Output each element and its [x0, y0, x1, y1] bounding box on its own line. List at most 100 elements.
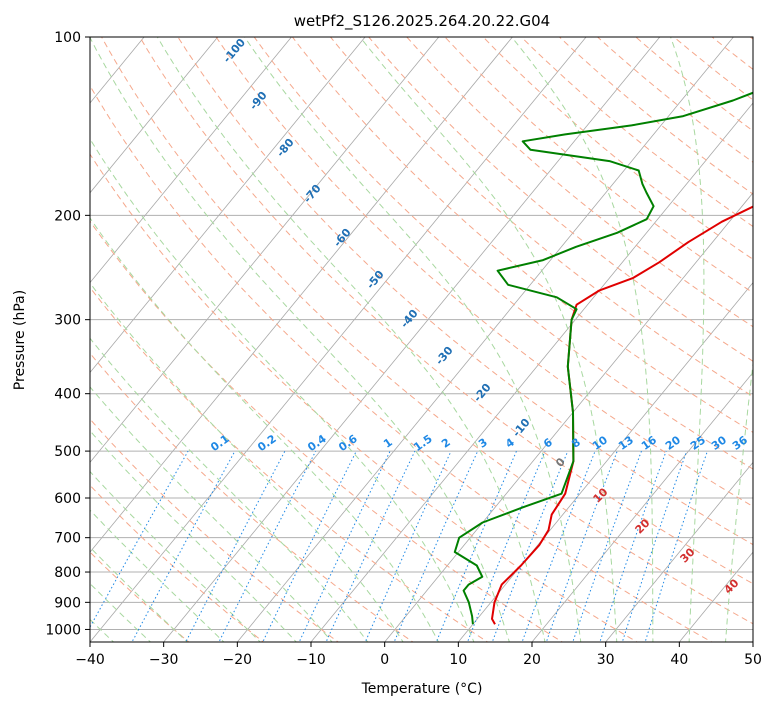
moist-adiabat-line [90, 386, 333, 642]
dry-adiabat-label: -80 [274, 136, 297, 160]
mixing-ratio-line [131, 450, 236, 642]
y-tick-label: 800 [54, 565, 81, 581]
isotherm-line [90, 37, 219, 194]
x-tick-label: −40 [75, 652, 105, 668]
dry-adiabat-line [444, 37, 753, 294]
moist-adiabat-line [90, 470, 261, 642]
moist-adiabat-line [90, 37, 510, 642]
moist-adiabat-line [90, 282, 404, 642]
dry-adiabat-line [253, 37, 753, 470]
isotherm-line [310, 102, 753, 642]
y-tick-label: 700 [54, 531, 81, 547]
mixing-ratio-label: 4 [503, 435, 517, 450]
dry-adiabat-label: -10 [510, 416, 533, 440]
moist-adiabat-line [90, 217, 440, 642]
mixing-ratio-line [262, 450, 357, 642]
mixing-ratio-label: 3 [476, 436, 490, 451]
dry-adiabat-label: -60 [331, 226, 354, 250]
dry-adiabat-line [90, 484, 265, 642]
mixing-ratio-label: 30 [709, 433, 729, 453]
dry-adiabat-line [368, 37, 753, 362]
mixing-ratio-line [644, 450, 708, 642]
isotherm-line [384, 192, 753, 642]
moist-adiabat-label: 0 [553, 455, 568, 470]
mixing-ratio-line [621, 450, 688, 642]
moist-adiabat-label: 30 [678, 545, 698, 565]
plot-frame [89, 36, 754, 643]
x-tick-label: 30 [597, 652, 615, 668]
mixing-ratio-label: 20 [663, 433, 683, 453]
moist-adiabat-line [725, 359, 753, 642]
moist-adiabat-label: 10 [591, 485, 611, 505]
moist-adiabat-line [90, 582, 152, 642]
dry-adiabat-line [558, 37, 753, 195]
moist-adiabat-label: 40 [722, 576, 742, 596]
mixing-ratio-label: 2 [439, 436, 453, 451]
x-tick-label: 40 [670, 652, 688, 668]
mixing-ratio-line [466, 450, 546, 642]
y-tick-label: 900 [54, 595, 81, 611]
chart-title: wetPf2_S126.2025.264.20.22.G04 [294, 12, 550, 31]
mixing-ratio-line [435, 450, 517, 642]
dry-adiabat-line [482, 37, 753, 260]
mixing-ratio-label: 16 [639, 433, 659, 453]
isotherm-line [605, 461, 753, 642]
isotherm-line [236, 37, 734, 642]
mixing-ratio-label: 8 [569, 436, 583, 451]
mixing-ratio-label: 36 [730, 433, 750, 453]
x-tick-label: −10 [296, 652, 326, 668]
dewpoint-profile-line [453, 91, 753, 625]
dry-adiabat-label: -50 [364, 268, 387, 292]
dry-adiabat-line [90, 352, 414, 642]
mixing-ratio-line [572, 450, 642, 642]
moist-adiabat-label: 20 [633, 516, 653, 536]
mixing-ratio-line [393, 450, 479, 642]
dry-adiabat-line [406, 37, 753, 328]
moist-adiabat-line [670, 37, 705, 642]
mixing-ratio-label: 10 [590, 433, 610, 453]
dry-adiabat-line [90, 418, 340, 642]
x-axis-label: Temperature (°C) [361, 681, 483, 697]
moist-adiabat-line [156, 37, 546, 642]
x-tick-label: 0 [380, 652, 389, 668]
dry-adiabat-line [90, 286, 489, 642]
dry-adiabat-line [90, 220, 564, 642]
moist-adiabat-line [90, 138, 475, 642]
dry-adiabat-line [711, 37, 753, 70]
x-tick-label: −20 [223, 652, 253, 668]
y-tick-label: 400 [54, 387, 81, 403]
dry-adiabat-label: -100 [220, 36, 248, 66]
moist-adiabat-line [90, 429, 297, 642]
mixing-ratio-line [491, 450, 569, 642]
isotherm-line [0, 24, 8, 645]
dry-adiabat-line [291, 37, 753, 433]
temperature-profile-line [491, 205, 753, 625]
isotherm-line [457, 282, 753, 642]
mixing-ratio-line [298, 450, 391, 642]
moist-adiabat-line [90, 509, 225, 642]
mixing-ratio-line [521, 450, 596, 642]
isotherm-line [90, 37, 513, 553]
mixing-ratio-line [599, 450, 667, 642]
moist-adiabat-line [244, 37, 582, 642]
y-tick-label: 1000 [45, 622, 81, 638]
mixing-ratio-line [185, 450, 286, 642]
dry-adiabat-label: -90 [247, 89, 270, 113]
dry-adiabat-label: -70 [301, 182, 324, 206]
isotherm-line [531, 371, 753, 642]
mixing-ratio-line [218, 450, 317, 642]
y-tick-label: 600 [54, 491, 81, 507]
isotherm-line [90, 37, 587, 642]
x-tick-label: 50 [744, 652, 762, 668]
x-tick-label: 20 [523, 652, 541, 668]
dry-adiabat-line [90, 551, 190, 642]
isotherm-line [90, 37, 440, 463]
isotherm-line [90, 37, 366, 374]
dry-adiabat-line [90, 84, 713, 642]
x-tick-label: 10 [449, 652, 467, 668]
moist-adiabat-line [90, 337, 369, 642]
moist-adiabat-line [511, 37, 654, 642]
mixing-ratio-line [90, 450, 189, 629]
dry-adiabat-label: -30 [433, 344, 456, 368]
